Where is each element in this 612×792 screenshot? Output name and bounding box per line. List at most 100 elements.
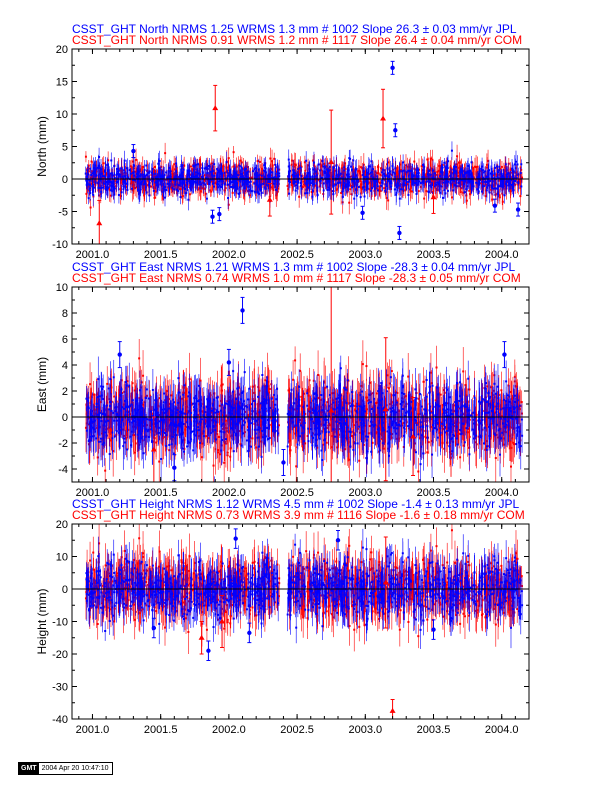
data-point	[170, 183, 173, 186]
outlier-point	[266, 196, 273, 202]
data-point	[372, 179, 375, 182]
data-point	[353, 197, 356, 200]
data-point	[431, 183, 434, 186]
data-point	[403, 179, 406, 182]
data-point	[405, 184, 408, 187]
data-point	[99, 186, 102, 189]
data-point	[295, 174, 298, 177]
data-point	[154, 165, 157, 168]
data-point	[367, 176, 370, 179]
data-point	[122, 188, 125, 191]
data-point	[199, 181, 202, 184]
data-point	[376, 172, 379, 175]
data-point	[520, 185, 523, 188]
data-point	[341, 195, 344, 198]
data-point	[176, 189, 179, 192]
data-point	[306, 192, 309, 195]
data-point	[111, 174, 114, 177]
data-point	[166, 176, 169, 179]
data-point	[113, 174, 116, 177]
data-point	[375, 187, 378, 190]
data-point	[353, 176, 356, 179]
data-point	[348, 201, 351, 204]
data-point	[175, 174, 178, 177]
data-point	[360, 384, 363, 387]
panel-1-title-line-1: CSST_GHT North NRMS 1.25 WRMS 1.3 mm # 1…	[72, 22, 517, 36]
data-point	[273, 157, 276, 160]
data-point	[259, 189, 262, 192]
data-point	[498, 169, 501, 172]
data-point	[467, 178, 470, 181]
data-point	[173, 163, 176, 166]
data-point	[97, 181, 100, 184]
data-point	[254, 177, 257, 180]
data-point	[255, 174, 258, 177]
data-point	[163, 174, 166, 177]
data-point	[201, 176, 204, 179]
data-point	[274, 172, 277, 175]
data-point	[369, 171, 372, 174]
data-point	[166, 182, 169, 185]
data-point	[349, 188, 352, 191]
data-point	[353, 185, 356, 188]
data-point	[342, 171, 345, 174]
data-point	[210, 162, 213, 165]
data-point	[233, 170, 236, 173]
outlier-point	[393, 128, 398, 133]
data-point	[439, 175, 442, 178]
data-point	[197, 188, 200, 191]
data-point	[310, 190, 313, 193]
data-point	[490, 167, 493, 170]
data-point	[164, 152, 167, 155]
data-point	[422, 176, 425, 179]
data-point	[175, 184, 178, 187]
data-point	[160, 174, 163, 177]
data-point	[147, 183, 150, 186]
data-point	[289, 181, 292, 184]
data-point	[94, 175, 97, 178]
data-point	[172, 178, 175, 181]
data-point	[110, 172, 113, 175]
data-point	[173, 188, 176, 191]
data-point	[88, 179, 91, 182]
data-point	[508, 176, 511, 179]
data-point	[400, 188, 403, 191]
data-point	[498, 196, 501, 199]
data-point	[293, 171, 296, 174]
data-point	[513, 163, 516, 166]
data-point	[320, 169, 323, 172]
data-point	[275, 188, 278, 191]
data-point	[131, 160, 134, 163]
data-point	[160, 184, 163, 187]
data-point	[239, 159, 242, 162]
data-point	[442, 196, 445, 199]
data-point	[195, 171, 198, 174]
data-point	[231, 191, 234, 194]
data-point	[245, 179, 248, 182]
data-point	[85, 179, 88, 182]
data-point	[434, 184, 437, 187]
data-point	[235, 165, 238, 168]
data-point	[464, 171, 467, 174]
data-point	[276, 190, 279, 193]
data-point	[411, 182, 414, 185]
data-point	[429, 173, 432, 176]
data-point	[397, 421, 400, 424]
data-point	[337, 170, 340, 173]
data-point	[354, 181, 357, 184]
data-point	[242, 183, 245, 186]
data-point	[346, 173, 349, 176]
data-point	[471, 181, 474, 184]
data-point	[136, 181, 139, 184]
data-point	[222, 173, 225, 176]
data-point	[420, 165, 423, 168]
data-point	[185, 192, 188, 195]
data-point	[468, 169, 471, 172]
y-tick-label: 20	[56, 44, 68, 56]
data-point	[365, 186, 368, 189]
data-point	[242, 167, 245, 170]
data-point	[400, 183, 403, 186]
data-point	[86, 175, 89, 178]
data-point	[478, 174, 481, 177]
data-point	[192, 176, 195, 179]
